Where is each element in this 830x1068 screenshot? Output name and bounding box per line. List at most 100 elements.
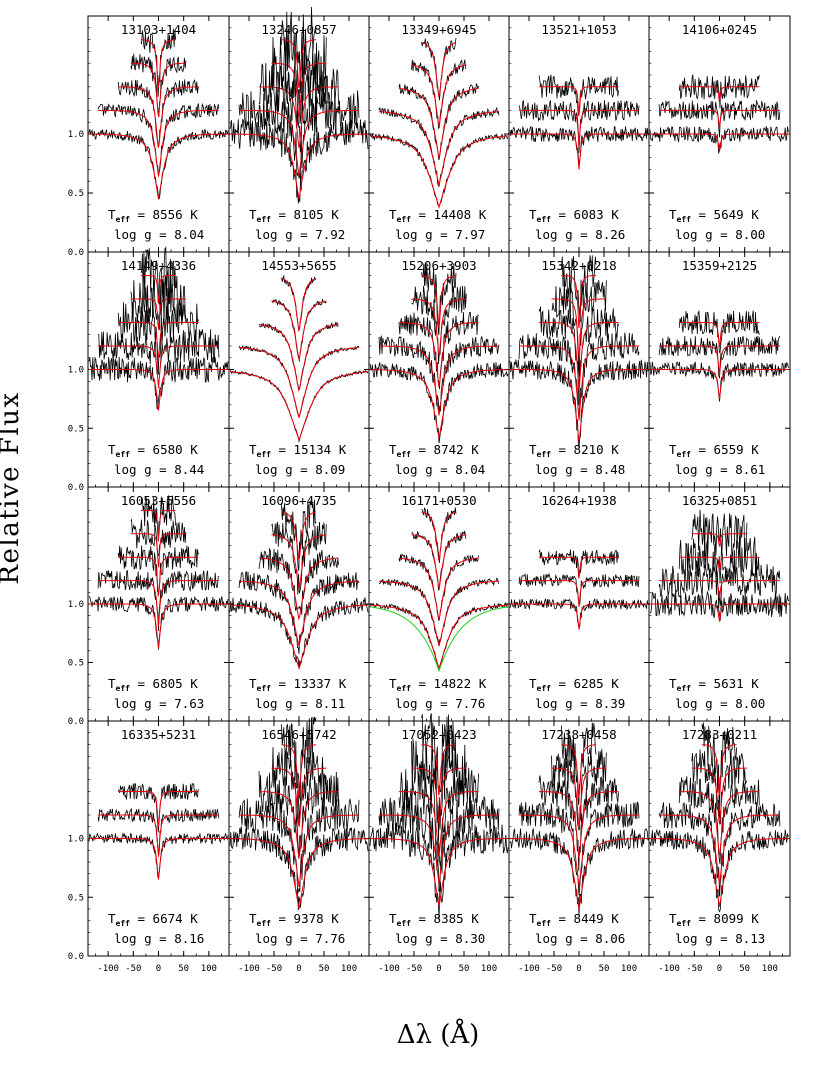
x-tick-label: 0 xyxy=(576,964,581,974)
model-spectrum xyxy=(561,275,596,329)
model-spectrum xyxy=(281,744,317,798)
teff-label: Teff = 6285 K xyxy=(529,676,619,693)
observed-spectrum xyxy=(229,118,369,204)
model-spectrum xyxy=(98,109,219,177)
panel-16171+0530: 16171+0530 Teff = 14822 K log g = 7.76 xyxy=(368,486,510,722)
logg-label: log g = 7.76 xyxy=(395,696,485,711)
x-tick-label: 50 xyxy=(459,964,470,974)
panel-16096+4735: 16096+4735 Teff = 13337 K log g = 8.11 xyxy=(228,486,370,722)
teff-label: Teff = 6559 K xyxy=(669,442,759,459)
star-name: 17238+0458 xyxy=(541,727,616,742)
logg-label: log g = 8.00 xyxy=(675,227,765,242)
model-spectrum xyxy=(229,371,369,442)
panel-13521+1053: 13521+1053 Teff = 6083 K log g = 8.26 xyxy=(508,15,650,253)
observed-spectrum xyxy=(649,126,790,154)
star-name: 14106+0245 xyxy=(682,22,757,37)
observed-spectrum xyxy=(140,28,176,97)
y-tick-label: 0.5 xyxy=(68,659,84,669)
logg-label: log g = 8.09 xyxy=(255,462,345,477)
teff-label: Teff = 8105 K xyxy=(249,207,339,224)
observed-spectrum xyxy=(411,59,467,129)
teff-label: Teff = 13337 K xyxy=(249,676,347,693)
star-name: 13246+0857 xyxy=(261,22,336,37)
model-spectrum xyxy=(411,534,467,591)
model-spectrum xyxy=(421,511,457,561)
observed-spectrum xyxy=(701,722,737,816)
observed-spectrum xyxy=(369,362,509,444)
x-tick-label: 100 xyxy=(762,964,778,974)
model-spectrum xyxy=(259,791,339,859)
logg-label: log g = 8.04 xyxy=(395,462,485,477)
model-spectrum xyxy=(519,345,639,421)
observed-spectrum xyxy=(411,285,467,365)
observed-spectrum xyxy=(398,553,479,621)
panel-14149+4336: 0.0 0.5 1.0 14149+4336 Teff = 6580 K log g = … xyxy=(68,246,230,493)
teff-label: Teff = 15134 K xyxy=(249,442,347,459)
model-spectrum xyxy=(539,791,619,858)
x-tick-label: 0 xyxy=(436,964,441,974)
logg-label: log g = 8.39 xyxy=(535,696,625,711)
observed-spectrum xyxy=(509,359,649,448)
model-spectrum xyxy=(650,133,789,152)
model-spectrum xyxy=(230,838,368,910)
star-name: 14149+4336 xyxy=(121,258,196,273)
teff-label: Teff = 6805 K xyxy=(108,676,198,693)
x-tick-label: 50 xyxy=(319,964,330,974)
teff-label: Teff = 8210 K xyxy=(529,442,619,459)
model-spectrum xyxy=(258,323,339,392)
model-spectrum xyxy=(691,533,747,547)
model-spectrum xyxy=(140,39,176,89)
logg-label: log g = 7.76 xyxy=(255,931,345,946)
star-name: 16546+5742 xyxy=(261,727,336,742)
model-spectrum xyxy=(140,275,176,304)
observed-spectrum xyxy=(140,495,176,542)
model-spectrum xyxy=(510,369,648,443)
model-spectrum xyxy=(679,556,760,572)
observed-spectrum xyxy=(281,716,317,801)
model-spectrum xyxy=(650,838,789,907)
logg-label: log g = 8.00 xyxy=(675,696,765,711)
panel-16546+5742: -100 -50 0 50 100 16546+5742 Teff = 9378 K log … xyxy=(228,716,370,974)
model-spectrum xyxy=(89,369,228,411)
model-spectrum xyxy=(118,556,199,597)
observed-spectrum xyxy=(678,74,760,109)
x-tick-label: 0 xyxy=(717,964,722,974)
observed-spectrum xyxy=(649,828,790,913)
model-spectrum xyxy=(519,814,639,887)
model-spectrum xyxy=(519,109,639,147)
observed-spectrum xyxy=(229,369,369,443)
observed-spectrum xyxy=(551,749,607,831)
model-spectrum xyxy=(399,322,479,387)
model-spectrum xyxy=(118,86,199,148)
observed-spectrum xyxy=(421,37,457,101)
model-spectrum xyxy=(130,533,186,568)
observed-spectrum xyxy=(140,246,176,305)
panel-17238+0458: -100 -50 0 50 100 17238+0458 Teff = 8449 K log … xyxy=(508,720,650,974)
logg-label: log g = 8.26 xyxy=(535,227,625,242)
observed-spectrum xyxy=(258,771,339,859)
model-spectrum xyxy=(271,767,327,828)
model-spectrum xyxy=(230,133,368,199)
observed-spectrum xyxy=(678,310,760,354)
teff-label: Teff = 6580 K xyxy=(108,442,198,459)
panel-15342+0218: 15342+0218 Teff = 8210 K log g = 8.48 xyxy=(508,251,650,488)
observed-spectrum xyxy=(411,738,467,842)
observed-spectrum xyxy=(561,255,597,323)
observed-spectrum xyxy=(130,518,187,557)
observed-spectrum xyxy=(538,775,619,872)
star-name: 16264+1938 xyxy=(541,493,616,508)
model-spectrum xyxy=(271,534,327,591)
y-tick-label: 1.0 xyxy=(68,835,84,845)
teff-label: Teff = 8385 K xyxy=(389,911,479,928)
y-tick-label: 1.0 xyxy=(68,600,84,610)
x-tick-label: 50 xyxy=(178,964,189,974)
model-spectrum xyxy=(659,814,780,885)
x-tick-label: 50 xyxy=(739,964,750,974)
logg-label: log g = 8.13 xyxy=(675,931,765,946)
star-name: 13349+6945 xyxy=(401,22,476,37)
model-spectrum xyxy=(421,744,456,796)
observed-spectrum xyxy=(378,334,500,413)
x-tick-label: 100 xyxy=(341,964,357,974)
x-tick-label: -100 xyxy=(378,964,400,974)
